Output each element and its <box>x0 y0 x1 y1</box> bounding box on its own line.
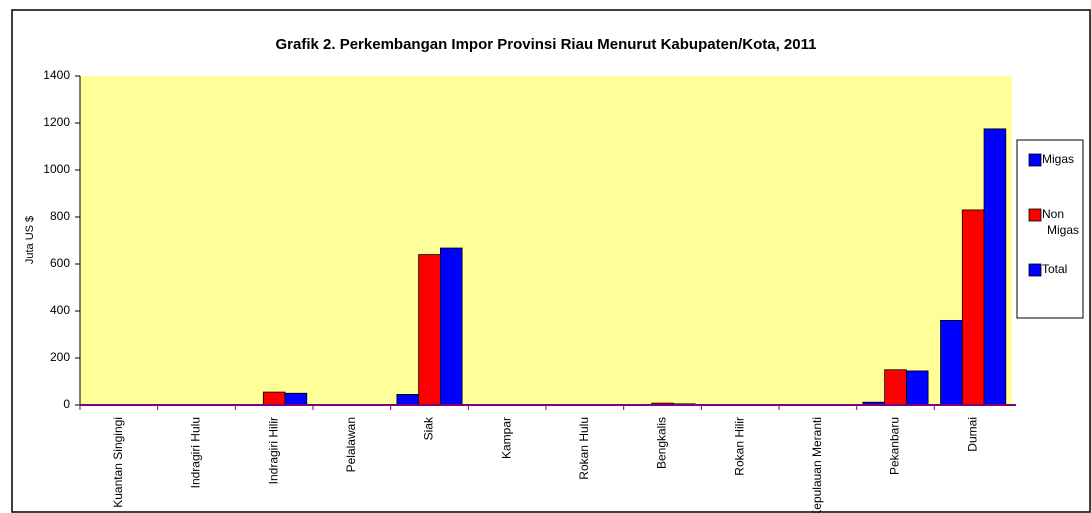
bar <box>884 369 907 406</box>
y-tick-label: 600 <box>50 256 70 270</box>
bar <box>905 370 929 406</box>
y-tick-label: 1200 <box>43 115 70 129</box>
y-axis-label: Juta US $ <box>24 216 36 264</box>
y-tick-label: 200 <box>50 350 70 364</box>
legend-box <box>1016 139 1084 319</box>
y-tick-label: 1400 <box>43 68 70 82</box>
x-tick-label: Rokan Hilir <box>732 417 746 476</box>
x-tick-label: Indragiri Hulu <box>189 417 203 488</box>
bar <box>961 209 985 406</box>
bar <box>439 247 463 406</box>
legend-label: Non Migas <box>1042 207 1079 237</box>
x-tick-label: Pelalawan <box>344 417 358 472</box>
bar <box>940 319 963 406</box>
legend-swatch <box>1028 263 1042 277</box>
legend-label-line: Non <box>1042 207 1064 221</box>
x-tick-label: Kepulauan Meranti <box>810 417 824 513</box>
x-tick-label: Kampar <box>499 417 513 459</box>
y-tick-label: 800 <box>50 209 70 223</box>
legend-swatch <box>1028 208 1042 222</box>
y-tick-label: 0 <box>63 397 70 411</box>
bar <box>284 392 308 406</box>
legend-label-line: Migas <box>1047 223 1079 237</box>
x-tick-label: Rokan Hulu <box>577 417 591 480</box>
x-tick-label: Kuantan Singingi <box>111 417 125 508</box>
x-tick-label: Dumai <box>965 417 979 452</box>
bar <box>396 394 420 406</box>
chart-title: Grafik 2. Perkembangan Impor Provinsi Ri… <box>276 36 817 53</box>
bar <box>983 128 1007 406</box>
legend-swatch <box>1028 153 1042 167</box>
legend-label: Total <box>1042 262 1067 276</box>
x-tick-label: Siak <box>422 416 436 440</box>
legend-label: Migas <box>1042 152 1074 166</box>
x-tick-label: Indragiri Hilir <box>266 417 280 484</box>
x-tick-label: Bengkalis <box>655 417 669 469</box>
y-tick-label: 1000 <box>43 162 70 176</box>
bar <box>418 254 441 406</box>
bar <box>262 391 286 406</box>
plot-area <box>80 76 1012 405</box>
x-tick-label: Pekanbaru <box>888 417 902 475</box>
y-tick-label: 400 <box>50 303 70 317</box>
